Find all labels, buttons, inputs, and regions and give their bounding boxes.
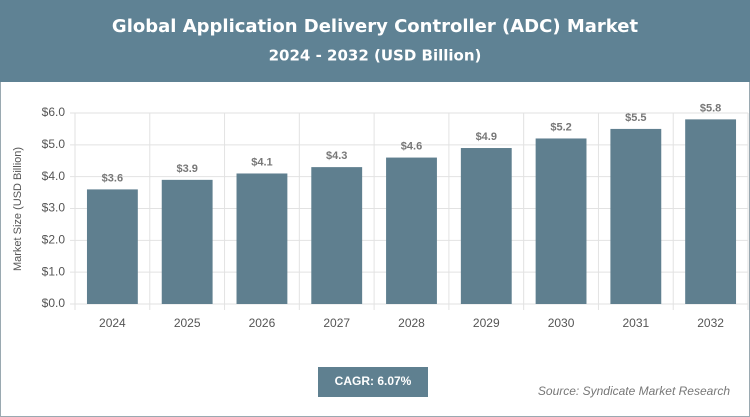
x-tick-label: 2026 bbox=[249, 316, 276, 330]
chart-title: Global Application Delivery Controller (… bbox=[112, 16, 639, 37]
bar bbox=[86, 189, 138, 304]
y-tick-label: $0.0 bbox=[42, 296, 66, 310]
y-tick-label: $2.0 bbox=[42, 233, 66, 247]
x-tick-label: 2024 bbox=[99, 316, 126, 330]
y-tick-label: $5.0 bbox=[42, 137, 66, 151]
value-label: $5.5 bbox=[625, 112, 646, 124]
bar bbox=[685, 119, 737, 304]
x-tick-label: 2029 bbox=[473, 316, 500, 330]
bar bbox=[161, 179, 213, 304]
value-label: $4.9 bbox=[476, 131, 497, 143]
bar bbox=[236, 173, 288, 304]
bar bbox=[535, 138, 587, 304]
y-tick-label: $1.0 bbox=[42, 264, 66, 278]
x-tick-label: 2028 bbox=[398, 316, 425, 330]
value-label: $5.8 bbox=[700, 102, 721, 114]
value-label: $3.6 bbox=[102, 172, 123, 184]
y-tick-label: $3.0 bbox=[42, 201, 66, 215]
source-note: Source: Syndicate Market Research bbox=[538, 384, 730, 398]
bar bbox=[460, 148, 512, 304]
y-tick-label: $4.0 bbox=[42, 169, 66, 183]
y-axis-title: Market Size (USD Billion) bbox=[12, 147, 24, 271]
x-tick-label: 2027 bbox=[323, 316, 350, 330]
value-label: $4.3 bbox=[326, 150, 347, 162]
value-label: $5.2 bbox=[550, 121, 571, 133]
bar bbox=[386, 157, 437, 304]
x-tick-label: 2031 bbox=[622, 316, 649, 330]
value-label: $4.6 bbox=[401, 140, 422, 152]
x-tick-label: 2030 bbox=[548, 316, 575, 330]
cagr-box bbox=[318, 367, 428, 397]
y-tick-label: $6.0 bbox=[42, 105, 66, 119]
value-label: $3.9 bbox=[176, 163, 197, 175]
bar bbox=[311, 167, 363, 304]
bar bbox=[610, 128, 662, 304]
cagr-label: CAGR: 6.07% bbox=[335, 374, 412, 388]
value-label: $4.1 bbox=[251, 156, 272, 168]
x-tick-label: 2032 bbox=[697, 316, 724, 330]
chart-subtitle: 2024 - 2032 (USD Billion) bbox=[269, 47, 482, 65]
header-banner bbox=[0, 0, 750, 82]
x-tick-label: 2025 bbox=[174, 316, 201, 330]
